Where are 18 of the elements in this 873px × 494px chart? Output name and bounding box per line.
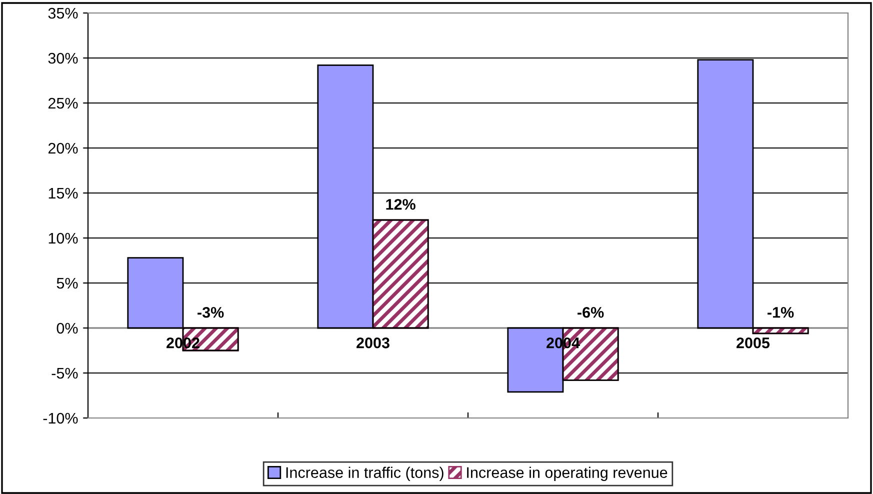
y-tick-label: 30%: [48, 52, 78, 64]
y-tick-label: -10%: [43, 412, 78, 424]
data-label: -1%: [768, 307, 794, 318]
y-tick-label: 5%: [56, 278, 78, 289]
legend-label: Increase in operating revenue: [467, 466, 668, 481]
x-tick-label: 2003: [356, 337, 390, 348]
y-tick-label: -5%: [52, 368, 78, 379]
legend-label: Increase in traffic (tons): [286, 466, 444, 481]
data-label: -6%: [578, 306, 604, 318]
y-tick-label: 35%: [48, 8, 78, 19]
data-label: 12%: [386, 198, 416, 210]
y-tick-label: 15%: [48, 188, 78, 199]
x-tick-label: 2005: [736, 337, 770, 348]
y-tick-label: 10%: [48, 232, 78, 244]
y-tick-label: 0%: [56, 322, 78, 334]
y-tick-label: 20%: [48, 142, 78, 154]
y-tick-label: 25%: [48, 98, 78, 109]
data-label: -3%: [198, 306, 224, 318]
